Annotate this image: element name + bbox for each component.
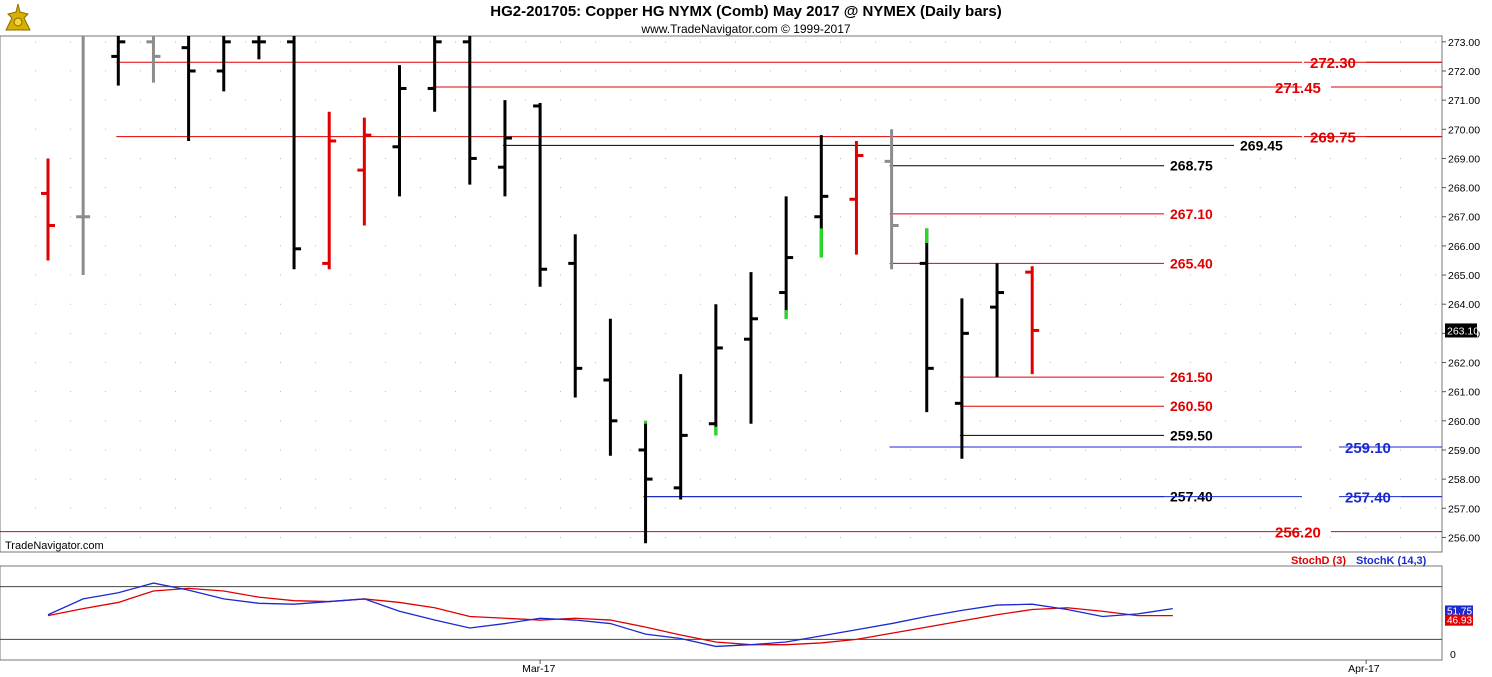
logo-icon bbox=[5, 3, 31, 31]
y-tick-label: 267.00 bbox=[1448, 212, 1480, 224]
ohlc-bars bbox=[41, 36, 1040, 544]
oscillator-y-tick-label: 0 bbox=[1450, 649, 1456, 661]
stochd-line bbox=[47, 587, 1173, 646]
y-tick-label: 261.00 bbox=[1448, 387, 1480, 399]
y-tick-label: 259.00 bbox=[1448, 445, 1480, 457]
y-tick-label: 271.00 bbox=[1448, 95, 1480, 107]
stochd-value-label: 46.93 bbox=[1447, 616, 1472, 627]
y-tick-label: 264.00 bbox=[1448, 299, 1480, 311]
level-label: 260.50 bbox=[1170, 398, 1213, 414]
oscillator-panel-frame bbox=[0, 565, 1443, 661]
chart-title: HG2-201705: Copper HG NYMX (Comb) May 20… bbox=[490, 3, 1002, 20]
level-label: 257.40 bbox=[1345, 490, 1391, 507]
y-tick-label: 260.00 bbox=[1448, 416, 1480, 428]
level-label: 265.40 bbox=[1170, 255, 1213, 271]
chart-subtitle: www.TradeNavigator.com © 1999-2017 bbox=[641, 22, 851, 36]
level-label: 268.75 bbox=[1170, 158, 1213, 174]
legend-stochd: StochD (3) bbox=[1291, 555, 1346, 567]
y-tick-label: 268.00 bbox=[1448, 183, 1480, 195]
x-tick-label: Mar-17 bbox=[522, 663, 555, 675]
y-tick-label: 265.00 bbox=[1448, 270, 1480, 282]
y-tick-label: 270.00 bbox=[1448, 124, 1480, 136]
level-label: 259.10 bbox=[1345, 440, 1391, 457]
stochd-value-tag bbox=[1445, 614, 1473, 626]
level-label: 271.45 bbox=[1275, 80, 1321, 97]
level-label: 269.45 bbox=[1240, 137, 1283, 153]
stochk-value-label: 51.75 bbox=[1447, 606, 1472, 617]
level-label: 269.75 bbox=[1310, 130, 1356, 147]
trade-navigator-logo bbox=[2, 2, 34, 32]
y-tick-label: 257.00 bbox=[1448, 503, 1480, 515]
y-tick-label: 262.00 bbox=[1448, 358, 1480, 370]
watermark: TradeNavigator.com bbox=[5, 540, 104, 552]
y-tick-label: 273.00 bbox=[1448, 37, 1480, 49]
y-tick-label: 269.00 bbox=[1448, 153, 1480, 165]
last-price-label: 263.10 bbox=[1447, 325, 1479, 337]
price-panel-frame bbox=[0, 35, 1443, 553]
level-label: 261.50 bbox=[1170, 369, 1213, 385]
y-tick-label: 258.00 bbox=[1448, 474, 1480, 486]
y-tick-label: 256.00 bbox=[1448, 532, 1480, 544]
stochk-value-tag bbox=[1445, 605, 1473, 617]
y-tick-label: 266.00 bbox=[1448, 241, 1480, 253]
x-tick-label: Apr-17 bbox=[1348, 663, 1380, 675]
last-price-tag bbox=[1445, 323, 1477, 338]
stochk-line bbox=[47, 582, 1173, 648]
level-label: 259.50 bbox=[1170, 427, 1213, 443]
y-tick-label: 272.00 bbox=[1448, 66, 1480, 78]
level-label: 272.30 bbox=[1310, 55, 1356, 72]
level-label: 256.20 bbox=[1275, 525, 1321, 542]
legend-stochk: StochK (14,3) bbox=[1356, 555, 1427, 567]
level-label: 267.10 bbox=[1170, 206, 1213, 222]
